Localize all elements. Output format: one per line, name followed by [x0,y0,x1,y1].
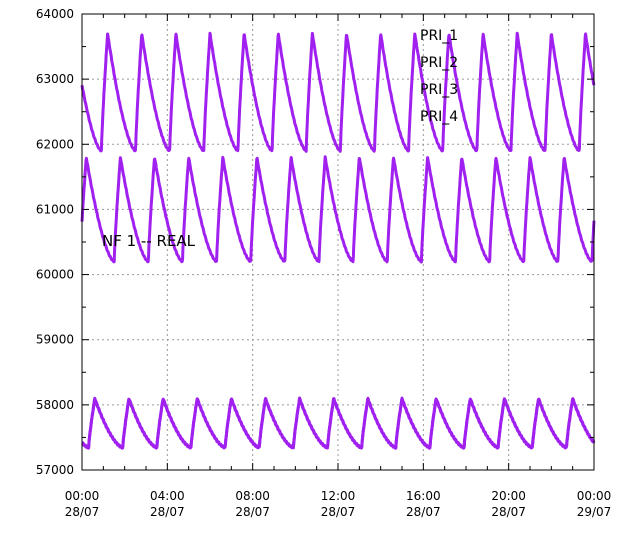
series-layer [80,31,596,450]
x-axis-tick-labels: 00:00 28/07 04:00 28/07 08:00 28/07 12:00 28/07… [65,489,612,519]
x-tick-label-time: 00:00 [65,489,100,503]
legend-label: PRI_4 [420,109,458,125]
x-tick-label-date: 28/07 [150,505,185,519]
y-tick-label: 59000 [36,333,74,347]
y-tick-label: 64000 [36,7,74,21]
x-tick-label-date: 28/07 [235,505,270,519]
y-axis-tick-labels: 57000 58000 59000 60000 61000 62000 63000 64000 [36,7,74,477]
y-tick-label: 60000 [36,268,74,282]
x-tick-label-time: 04:00 [150,489,185,503]
y-tick-label: 62000 [36,137,74,151]
x-tick-label-date: 28/07 [491,505,526,519]
y-tick-label: 61000 [36,202,74,216]
x-tick-label-date: 28/07 [65,505,100,519]
x-tick-label-time: 16:00 [406,489,441,503]
y-tick-label: 58000 [36,398,74,412]
x-tick-label-time: 00:00 [577,489,612,503]
grid [82,14,594,470]
x-tick-label-time: 08:00 [235,489,270,503]
x-tick-label-time: 20:00 [491,489,526,503]
x-tick-label-time: 12:00 [321,489,356,503]
legend: PRI_1 PRI_2 PRI_3 PRI_4 [420,28,458,125]
series-line-pri-4 [80,396,596,450]
x-tick-label-date: 28/07 [406,505,441,519]
ticks [81,13,595,471]
legend-label: PRI_2 [420,55,458,71]
chart-inner-label: NF 1 -- REAL [102,232,196,250]
series-line-pri-1 [80,31,596,153]
legend-label: PRI_3 [420,82,458,98]
legend-label: PRI_1 [420,28,458,44]
y-tick-label: 57000 [36,463,74,477]
x-tick-label-date: 29/07 [577,505,612,519]
y-tick-label: 63000 [36,72,74,86]
x-tick-label-date: 28/07 [321,505,356,519]
series-line-pri-2 [80,155,596,264]
